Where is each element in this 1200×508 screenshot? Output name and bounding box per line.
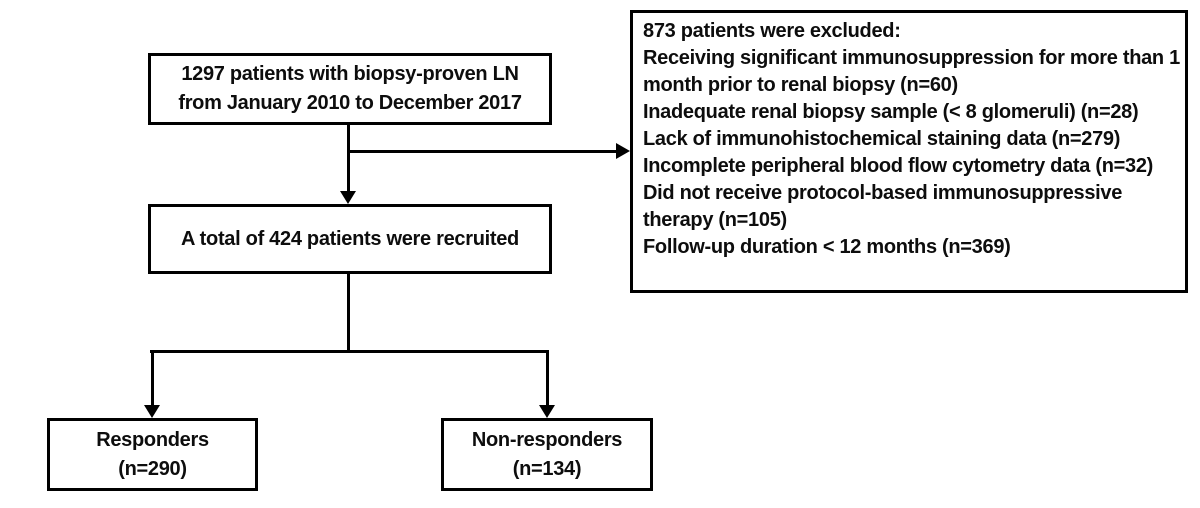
responders-label: Responders: [96, 428, 209, 451]
responders-count: (n=290): [118, 457, 187, 480]
box-excluded-patients: 873 patients were excluded: Receiving si…: [630, 10, 1188, 293]
arrowhead-branch-to-excluded: [616, 143, 630, 159]
arrowhead-split-to-responders: [144, 405, 160, 418]
excluded-item-no-protocol-therapy: Did not receive protocol-based immunosup…: [643, 182, 1123, 231]
box-initial-cohort: 1297 patients with biopsy-proven LN from…: [148, 53, 552, 125]
non-responders-label: Non-responders: [471, 428, 623, 451]
arrowhead-split-to-non-responders: [539, 405, 555, 418]
connector-recruited-to-split: [347, 272, 350, 353]
excluded-item-incomplete-cytometry: Incomplete peripheral blood flow cytomet…: [643, 155, 1154, 177]
connector-split-to-non-responders: [546, 350, 549, 406]
excluded-item-inadequate-sample: Inadequate renal biopsy sample (< 8 glom…: [643, 101, 1139, 123]
non-responders-count: (n=134): [512, 457, 582, 480]
excluded-item-lack-staining: Lack of immunohistochemical staining dat…: [643, 128, 1121, 150]
excluded-title: 873 patients were excluded:: [643, 20, 901, 42]
box-responders: Responders (n=290): [47, 418, 258, 491]
initial-cohort-line-1: 1297 patients with biopsy-proven LN: [181, 63, 519, 85]
connector-split-bar: [150, 350, 549, 353]
connector-branch-to-excluded: [347, 150, 618, 153]
recruited-text: A total of 424 patients were recruited: [181, 228, 519, 250]
connector-split-to-responders: [151, 350, 154, 406]
excluded-item-immunosuppression: Receiving significant immunosuppression …: [643, 47, 1180, 96]
box-non-responders: Non-responders (n=134): [441, 418, 653, 491]
excluded-item-followup-duration: Follow-up duration < 12 months (n=369): [643, 236, 1011, 258]
arrowhead-initial-to-recruited: [340, 191, 356, 204]
box-recruited: A total of 424 patients were recruited: [148, 204, 552, 274]
connector-initial-to-recruited: [347, 124, 350, 192]
initial-cohort-line-2: from January 2010 to December 2017: [178, 92, 522, 114]
